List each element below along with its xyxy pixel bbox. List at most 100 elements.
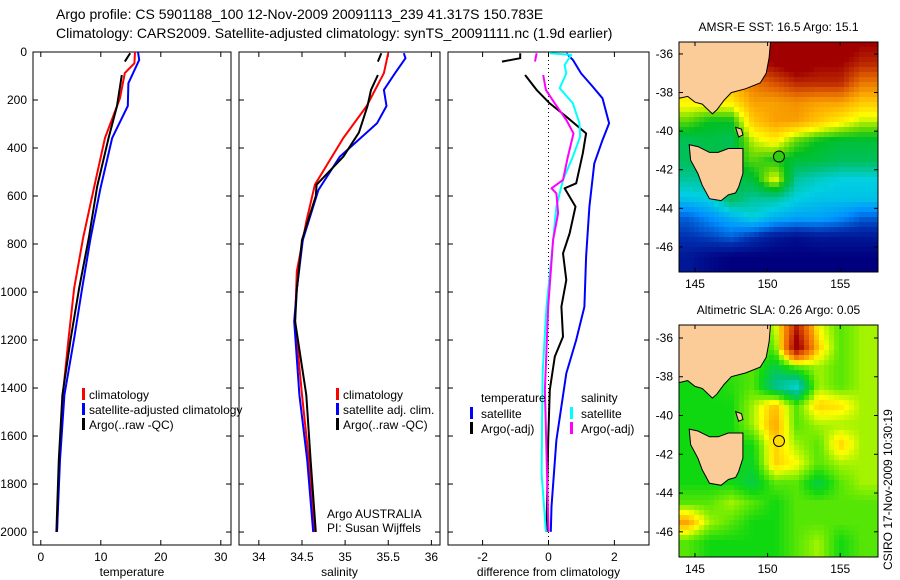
- series-line-temperature-satellite: [549, 52, 611, 532]
- legend-swatch: [470, 407, 473, 419]
- x-tick-label: 35.5: [377, 550, 401, 564]
- legend-swatch: [82, 403, 85, 415]
- legend-swatch: [570, 422, 573, 434]
- legend-label: climatology: [343, 388, 403, 402]
- y-tick-label: 600: [7, 189, 27, 203]
- x-tick-label: 35: [338, 550, 352, 564]
- tasmania-landmass: [688, 144, 744, 202]
- legend-label: satellite-adjusted climatology: [89, 403, 242, 417]
- y-tick-label: 1000: [0, 285, 27, 299]
- lat-tick-label: -38: [656, 370, 674, 384]
- lon-tick-label: 145: [685, 562, 705, 576]
- legend-label: satellite: [581, 407, 622, 421]
- legend-label: Argo(..raw -QC): [343, 418, 428, 432]
- series-line-salinity-argo-adj-: [534, 53, 538, 62]
- figure-title-line-1: Argo profile: CS 5901188_100 12-Nov-2009…: [56, 6, 543, 22]
- lat-tick-label: -40: [656, 124, 674, 138]
- legend-label: satellite: [481, 407, 522, 421]
- legend-swatch: [470, 422, 473, 434]
- x-tick-label: 30: [214, 550, 228, 564]
- sst-map-frame: [678, 41, 879, 273]
- lon-tick-label: 155: [830, 277, 850, 291]
- legend-swatch: [82, 388, 85, 400]
- lat-tick-label: -36: [656, 331, 674, 345]
- series-line-satellite-adj-clim-: [293, 52, 407, 533]
- x-tick-label: 2: [611, 550, 618, 564]
- lat-tick-label: -46: [656, 240, 674, 254]
- legend-label: Argo(..raw -QC): [89, 418, 174, 432]
- legend-swatch: [336, 418, 339, 430]
- x-tick-label: -2: [477, 550, 488, 564]
- flinders-island: [734, 410, 744, 422]
- x-tick-label: 34: [252, 550, 266, 564]
- series-line-satellite-adjusted-climatology: [56, 51, 141, 533]
- credit-line-2: PI: Susan Wijffels: [327, 521, 421, 535]
- figure-title-line-2: Climatology: CARS2009. Satellite-adjuste…: [56, 25, 612, 41]
- series-line-argo-raw-qc-: [123, 52, 132, 63]
- y-tick-label: 1600: [0, 429, 27, 443]
- legend-swatch: [82, 418, 85, 430]
- mainland-landmass: [678, 324, 772, 399]
- x-tick-label: 0: [545, 550, 552, 564]
- lat-tick-label: -44: [656, 486, 674, 500]
- x-tick-label: 0: [37, 550, 44, 564]
- legend-header: salinity: [581, 391, 618, 405]
- sst-map-title: AMSR-E SST: 16.5 Argo: 15.1: [698, 20, 858, 34]
- series-line-argo-raw-qc-: [55, 74, 123, 533]
- lat-tick-label: -46: [656, 525, 674, 539]
- argo-float-position-marker: [772, 150, 785, 163]
- y-tick-label: 400: [7, 141, 27, 155]
- y-tick-label: 1200: [0, 333, 27, 347]
- series-line-argo-raw-qc-: [376, 52, 383, 62]
- series-line-argo-raw-qc-: [294, 74, 379, 533]
- legend-label: climatology: [89, 388, 149, 402]
- series-line-climatology: [56, 51, 136, 533]
- lon-tick-label: 150: [758, 562, 778, 576]
- y-tick-label: 1400: [0, 381, 27, 395]
- series-line-temperature-argo-adj-: [501, 53, 522, 63]
- x-tick-label: 20: [154, 550, 168, 564]
- lon-tick-label: 145: [685, 277, 705, 291]
- sla-map-title: Altimetric SLA: 0.26 Argo: 0.05: [697, 303, 861, 317]
- sla-map-frame: [678, 324, 879, 558]
- y-tick-label: 0: [20, 45, 27, 59]
- legend-label: satellite adj. clim.: [343, 403, 434, 417]
- lat-tick-label: -38: [656, 86, 674, 100]
- series-line-climatology: [294, 52, 390, 533]
- salinity-x-axis-label: salinity: [321, 565, 358, 579]
- x-tick-label: 36: [425, 550, 439, 564]
- series-line-salinity-argo-adj-: [542, 74, 575, 532]
- difference-x-axis-label: difference from climatology: [477, 565, 620, 579]
- series-line-salinity-satellite: [540, 52, 582, 532]
- temperature-x-axis-label: temperature: [100, 565, 165, 579]
- credit-line-1: Argo AUSTRALIA: [327, 507, 422, 521]
- lat-tick-label: -36: [656, 47, 674, 61]
- y-tick-label: 200: [7, 93, 27, 107]
- lat-tick-label: -42: [656, 447, 674, 461]
- tasmania-landmass: [688, 428, 744, 486]
- lon-tick-label: 150: [758, 277, 778, 291]
- legend-swatch: [336, 388, 339, 400]
- y-tick-label: 1800: [0, 477, 27, 491]
- legend-header: temperature: [481, 391, 546, 405]
- legend-label: Argo(-adj): [581, 422, 634, 436]
- argo-float-position-marker: [772, 435, 785, 448]
- lat-tick-label: -44: [656, 201, 674, 215]
- flinders-island: [734, 126, 744, 138]
- lat-tick-label: -40: [656, 409, 674, 423]
- temperature-axes-frame: [32, 51, 232, 546]
- y-tick-label: 800: [7, 237, 27, 251]
- lon-tick-label: 155: [830, 562, 850, 576]
- lat-tick-label: -42: [656, 163, 674, 177]
- x-tick-label: 34.5: [290, 550, 314, 564]
- y-tick-label: 2000: [0, 525, 27, 539]
- mainland-landmass: [678, 41, 772, 115]
- x-tick-label: 10: [94, 550, 108, 564]
- legend-label: Argo(-adj): [481, 422, 534, 436]
- legend-swatch: [570, 407, 573, 419]
- legend-swatch: [336, 403, 339, 415]
- salinity-axes-frame: [238, 51, 441, 546]
- csiro-timestamp: CSIRO 17-Nov-2009 10:30:19: [881, 409, 895, 570]
